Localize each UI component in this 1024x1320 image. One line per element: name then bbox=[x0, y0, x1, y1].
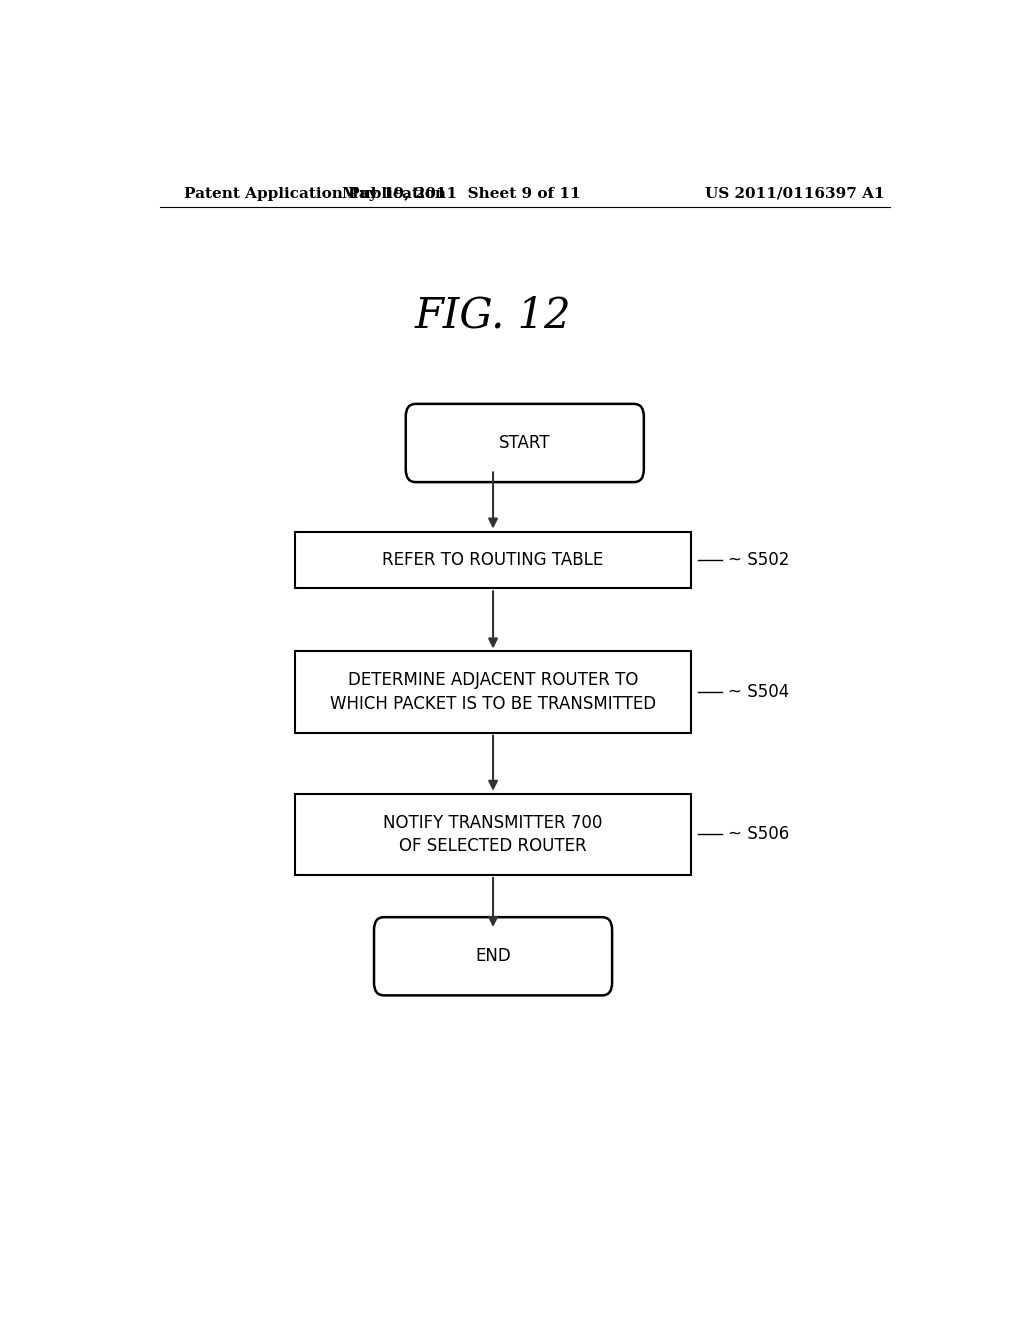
Text: END: END bbox=[475, 948, 511, 965]
Text: May 19, 2011  Sheet 9 of 11: May 19, 2011 Sheet 9 of 11 bbox=[342, 187, 581, 201]
Bar bbox=[295, 532, 691, 587]
FancyBboxPatch shape bbox=[374, 917, 612, 995]
Bar bbox=[295, 651, 691, 733]
Text: ~ S502: ~ S502 bbox=[728, 550, 790, 569]
Text: ~ S506: ~ S506 bbox=[728, 825, 790, 843]
Text: US 2011/0116397 A1: US 2011/0116397 A1 bbox=[705, 187, 885, 201]
Text: ~ S504: ~ S504 bbox=[728, 682, 790, 701]
Text: DETERMINE ADJACENT ROUTER TO
WHICH PACKET IS TO BE TRANSMITTED: DETERMINE ADJACENT ROUTER TO WHICH PACKE… bbox=[330, 671, 656, 713]
Text: FIG. 12: FIG. 12 bbox=[415, 294, 571, 337]
Text: START: START bbox=[499, 434, 551, 451]
FancyBboxPatch shape bbox=[406, 404, 644, 482]
Text: NOTIFY TRANSMITTER 700
OF SELECTED ROUTER: NOTIFY TRANSMITTER 700 OF SELECTED ROUTE… bbox=[383, 813, 603, 855]
Text: Patent Application Publication: Patent Application Publication bbox=[183, 187, 445, 201]
Text: REFER TO ROUTING TABLE: REFER TO ROUTING TABLE bbox=[382, 550, 604, 569]
Bar bbox=[295, 793, 691, 875]
